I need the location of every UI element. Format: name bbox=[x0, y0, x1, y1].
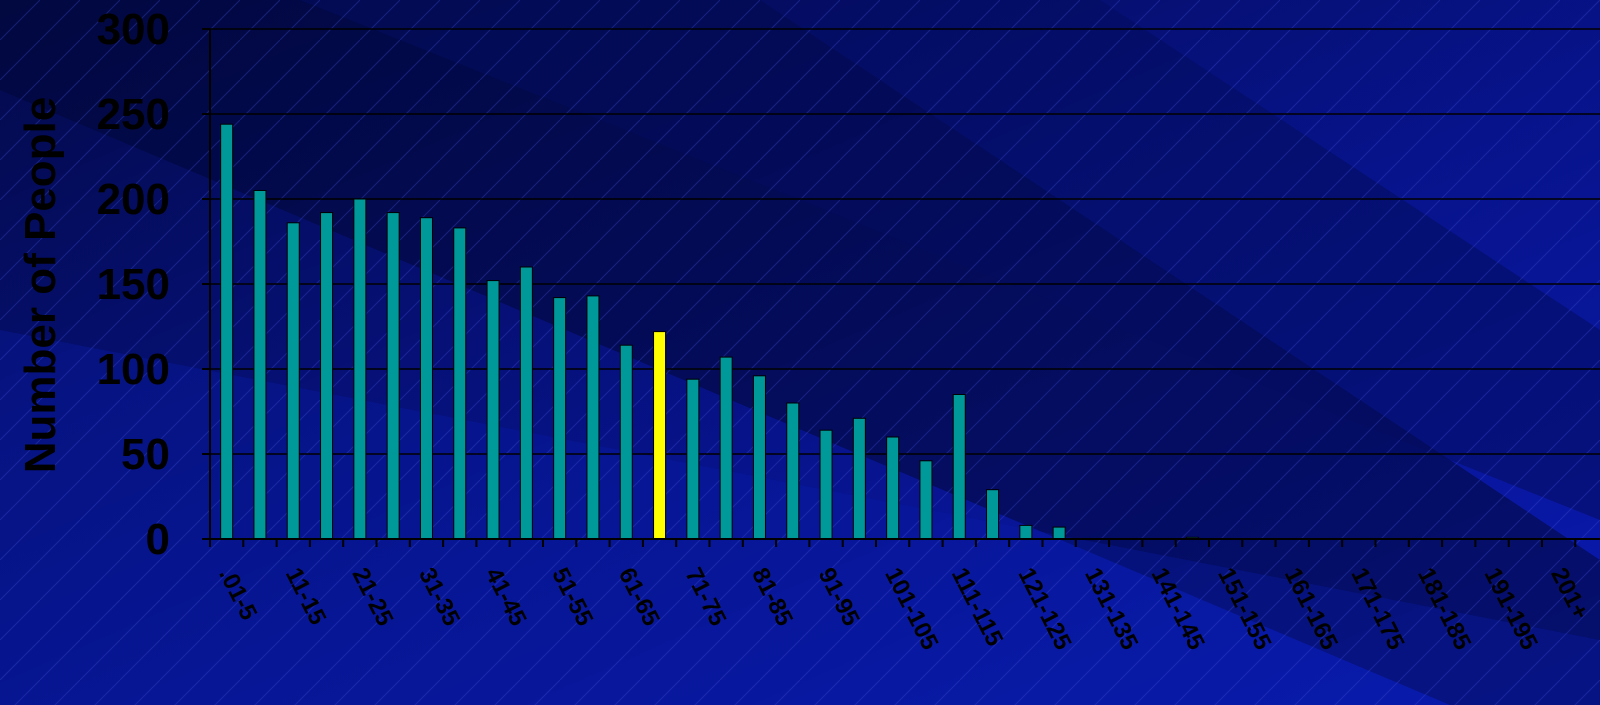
bar-116-120 bbox=[986, 489, 1000, 540]
bar-41-45 bbox=[486, 280, 500, 540]
y-axis-label: Number of People bbox=[16, 97, 65, 474]
bar-111-115 bbox=[952, 394, 966, 540]
bar-31-35 bbox=[419, 217, 433, 540]
bar-51-55 bbox=[553, 297, 567, 540]
y-tick-label-0: 0 bbox=[146, 515, 170, 564]
y-tick-label-50: 50 bbox=[121, 430, 170, 479]
bars bbox=[220, 123, 1199, 540]
bar-46-50 bbox=[519, 266, 533, 540]
bar-121-125 bbox=[1019, 524, 1033, 540]
bar-16-20 bbox=[320, 212, 334, 540]
y-tick-label-250: 250 bbox=[97, 90, 170, 139]
y-tick-label-200: 200 bbox=[97, 175, 170, 224]
bar-101-105 bbox=[886, 436, 900, 540]
y-tick-label-100: 100 bbox=[97, 345, 170, 394]
gridlines bbox=[210, 28, 1600, 455]
bar-36-40 bbox=[453, 227, 467, 540]
bar-106-110 bbox=[919, 460, 933, 540]
bar-21-25 bbox=[353, 198, 367, 540]
bar-86-90 bbox=[786, 402, 800, 540]
bar-61-65 bbox=[619, 344, 633, 540]
bar-91-95 bbox=[819, 429, 833, 540]
bar-96-100 bbox=[852, 417, 866, 540]
bar-.01-5 bbox=[220, 123, 234, 540]
bar-126-130 bbox=[1052, 526, 1066, 540]
bar-81-85 bbox=[752, 375, 766, 540]
y-tick-label-300: 300 bbox=[97, 5, 170, 54]
y-tick-label-150: 150 bbox=[97, 260, 170, 309]
y-axis-ticks: 0 50 100 150 200 250 300 bbox=[97, 5, 170, 564]
bar-26-30 bbox=[386, 212, 400, 540]
bar-66-70 bbox=[653, 331, 667, 540]
bar-76-80 bbox=[719, 356, 733, 540]
bar-6-10 bbox=[253, 190, 267, 540]
bar-11-15 bbox=[286, 222, 300, 540]
bar-56-60 bbox=[586, 295, 600, 540]
bar-71-75 bbox=[686, 378, 700, 540]
axes bbox=[202, 28, 1600, 547]
